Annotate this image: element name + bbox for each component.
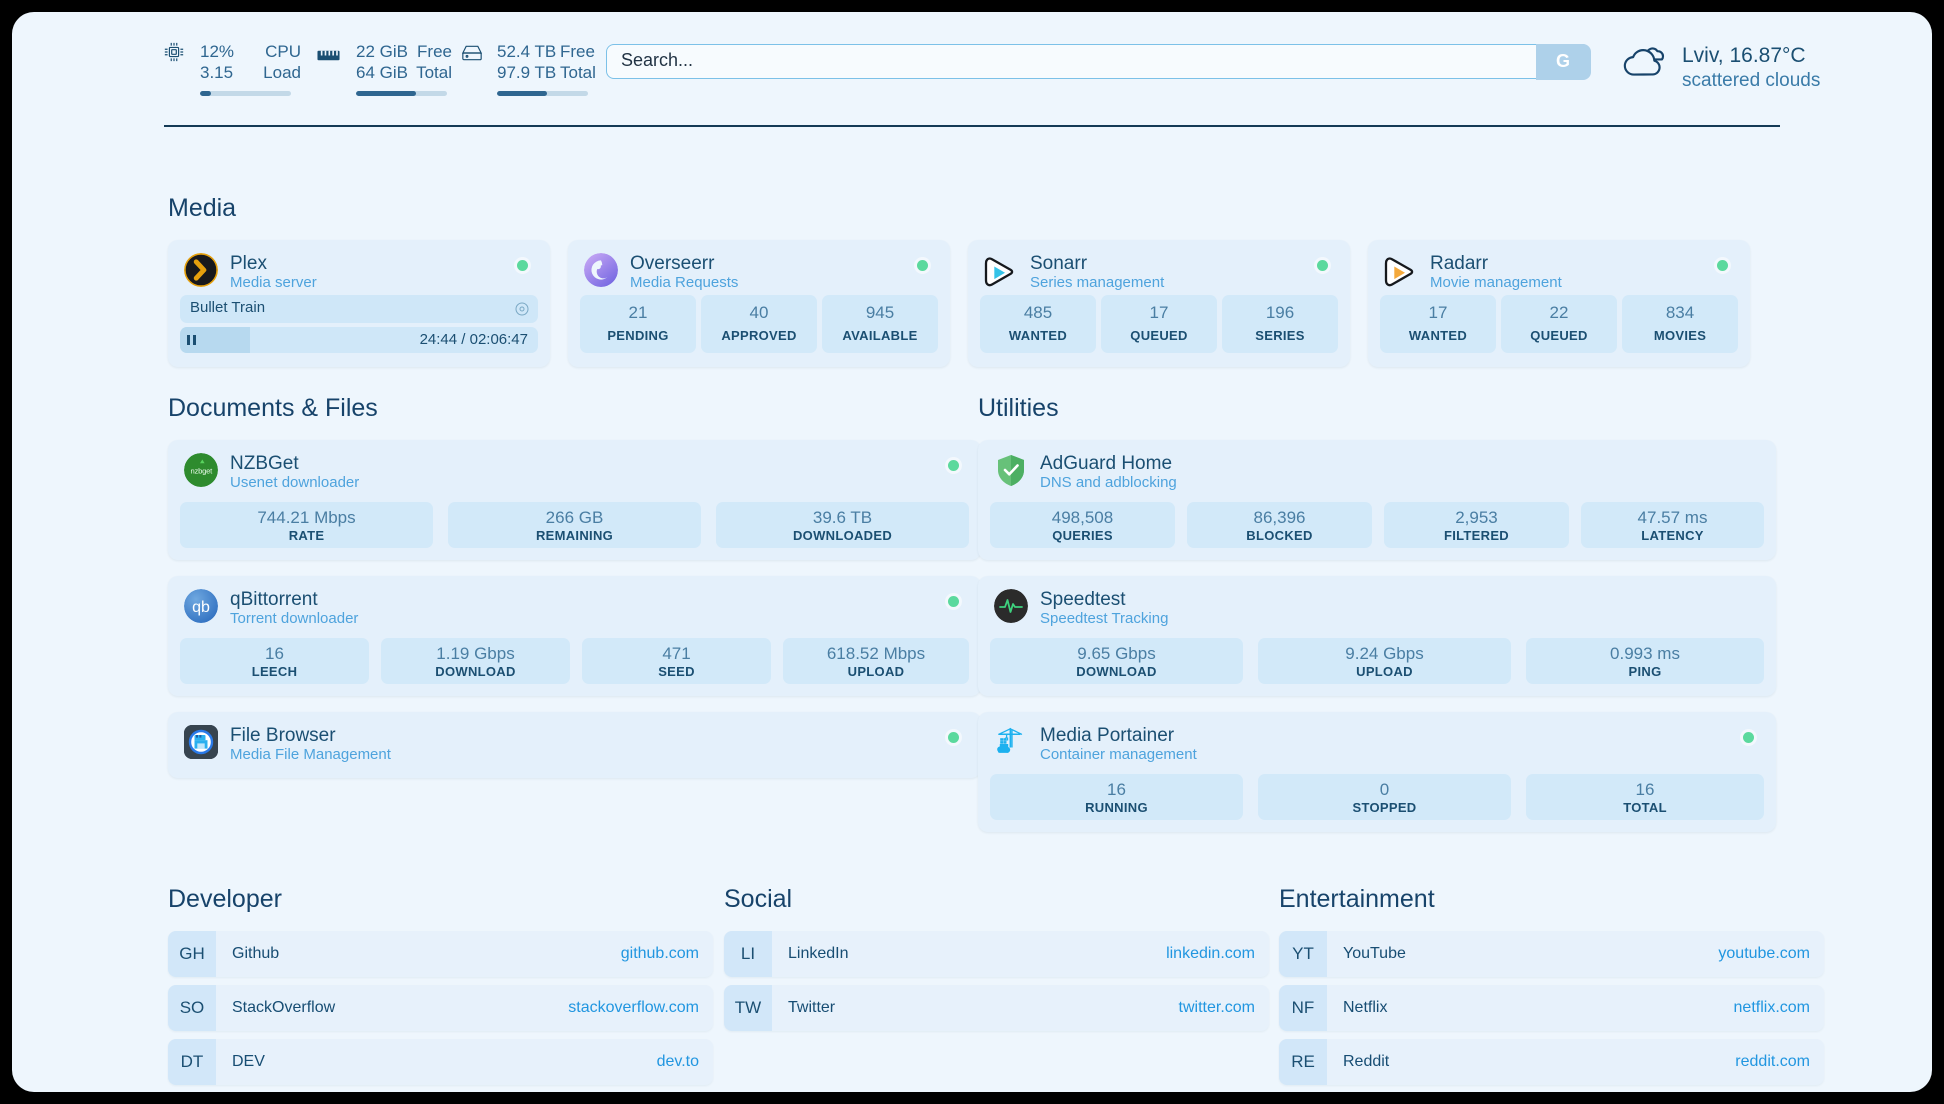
svg-text:nzbget: nzbget [190,467,213,476]
svg-text:qb: qb [192,599,210,616]
